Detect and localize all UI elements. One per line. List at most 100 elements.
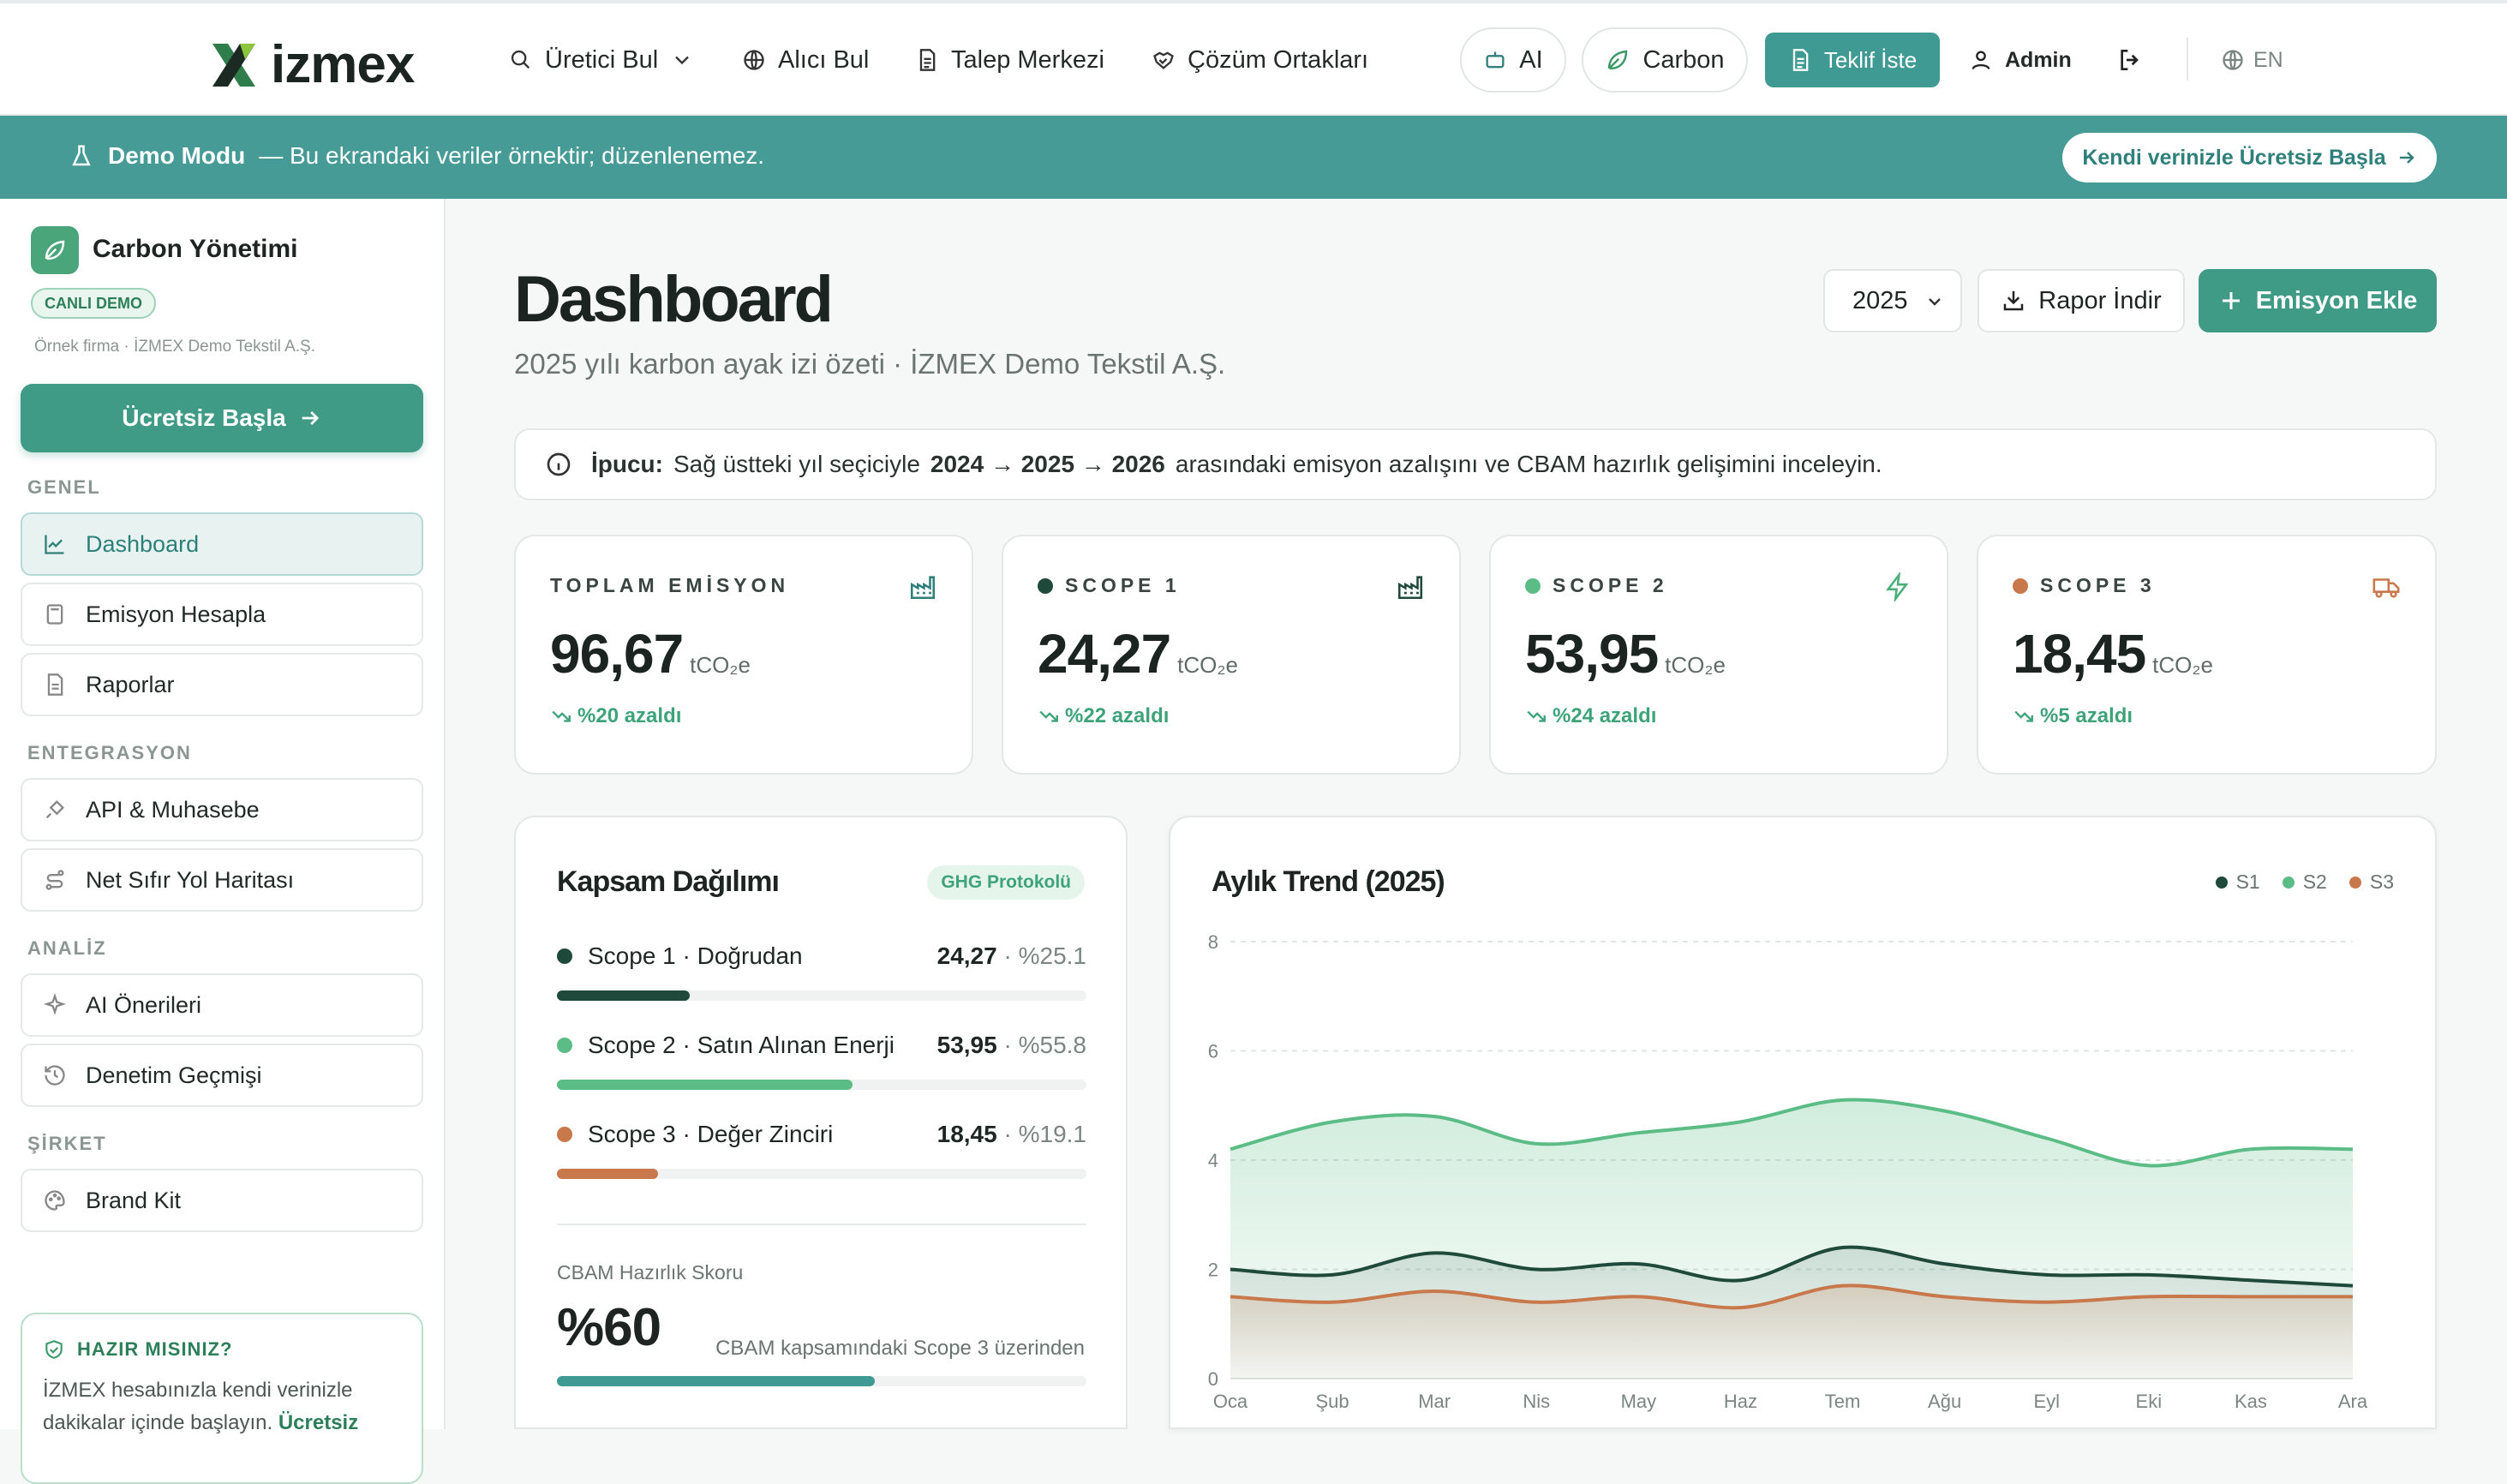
flask-icon — [72, 145, 91, 166]
trend-down-icon — [1039, 710, 1058, 722]
x-tick-label: Oca — [1213, 1391, 1248, 1412]
trend-down-icon — [2014, 710, 2033, 722]
izmex-logo-icon — [212, 43, 255, 87]
live-demo-badge: CANLI DEMO — [31, 288, 156, 319]
x-tick-label: Eyl — [2033, 1391, 2060, 1412]
sidebar: Carbon Yönetimi CANLI DEMO Örnek firma ·… — [0, 199, 446, 1484]
nav-alici-bul[interactable]: Alıcı Bul — [742, 39, 869, 81]
carbon-label: Carbon — [1642, 45, 1725, 74]
scope-distribution-card: Kapsam Dağılımı GHG Protokolü Scope 1 · … — [514, 816, 1128, 1429]
y-tick-label: 4 — [1208, 1150, 1218, 1171]
kpi-card-total: TOPLAM EMİSYON 96,67 tCO₂e %20 azaldı — [514, 535, 973, 775]
sidebar-item-net-sifir[interactable]: Net Sıfır Yol Haritası — [21, 848, 423, 912]
add-emission-button[interactable]: Emisyon Ekle — [2199, 269, 2437, 332]
x-tick-label: May — [1621, 1391, 1657, 1412]
year-value: 2025 — [1852, 286, 1908, 314]
sidebar-item-raporlar[interactable]: Raporlar — [21, 653, 423, 716]
sidebar-item-brand-kit[interactable]: Brand Kit — [21, 1169, 423, 1232]
nav-divider — [2187, 38, 2188, 81]
user-label: Admin — [2005, 47, 2072, 72]
carbon-button[interactable]: Carbon — [1582, 27, 1748, 93]
page-subtitle: 2025 yılı karbon ayak izi özeti · İZMEX … — [514, 348, 1226, 380]
scope3-dot — [557, 1127, 572, 1142]
kpi-value: 18,45 — [2013, 623, 2146, 685]
y-tick-label: 6 — [1208, 1041, 1218, 1062]
sidebar-item-ai-onerileri[interactable]: AI Önerileri — [21, 973, 423, 1037]
tip-text-a: Sağ üstteki yıl seçiciyle — [673, 451, 920, 477]
report-download-button[interactable]: Rapor İndir — [1977, 269, 2185, 332]
scope-row-2: Scope 2 · Satın Alınan Enerji 53,95 · %5… — [557, 1028, 1086, 1062]
quote-button[interactable]: Teklif İste — [1765, 33, 1940, 87]
kpi-delta: %24 azaldı — [1525, 704, 1656, 728]
scope-card-title: Kapsam Dağılımı — [557, 865, 780, 898]
x-tick-label: Nis — [1523, 1391, 1550, 1412]
document-icon — [919, 49, 936, 71]
kpi-label-text: SCOPE 2 — [1553, 574, 1668, 596]
sidebar-item-emisyon-hesapla[interactable]: Emisyon Hesapla — [21, 583, 423, 646]
tip-text-b: arasındaki emisyon azalışını ve CBAM haz… — [1175, 451, 1882, 477]
kpi-label-text: SCOPE 3 — [2040, 574, 2156, 596]
download-icon — [2004, 290, 2024, 311]
brand-name: izmex — [271, 35, 415, 94]
kpi-card-scope1: SCOPE 1 24,27 tCO₂e %22 azaldı — [1002, 535, 1461, 775]
demo-start-button[interactable]: Kendi verinizle Ücretsiz Başla — [2062, 133, 2437, 183]
lightning-icon — [1886, 572, 1909, 601]
language-label: EN — [2253, 47, 2283, 72]
globe-icon — [2223, 50, 2243, 70]
tip-box: İpucu: Sağ üstteki yıl seçiciyle 2024 → … — [514, 428, 2437, 500]
kpi-delta-text: %5 azaldı — [2040, 704, 2133, 727]
scope-row-1: Scope 1 · Doğrudan 24,27 · %25.1 — [557, 939, 1086, 973]
nav-uretici-bul[interactable]: Üretici Bul — [509, 39, 694, 81]
kpi-value-block: 18,45 tCO₂e — [2013, 622, 2213, 685]
section-analiz: ANALİZ — [27, 937, 107, 959]
section-sirket: ŞİRKET — [27, 1133, 107, 1154]
section-entegrasyon: ENTEGRASYON — [27, 742, 192, 763]
kpi-delta: %20 azaldı — [550, 704, 681, 728]
sidebar-item-denetim-gecmisi[interactable]: Denetim Geçmişi — [21, 1044, 423, 1107]
user-menu[interactable]: Admin — [1969, 39, 2072, 81]
tip-years: 2024 → 2025 → 2026 — [930, 451, 1165, 477]
x-tick-label: Eki — [2136, 1391, 2163, 1412]
robot-icon — [1486, 51, 1505, 69]
demo-message: — Bu ekrandaki veriler örnektir; düzenle… — [259, 142, 765, 169]
promo-card: HAZIR MISINIZ? İZMEX hesabınızla kendi v… — [21, 1313, 423, 1484]
demo-start-label: Kendi verinizle Ücretsiz Başla — [2082, 145, 2386, 170]
sidebar-item-label: Net Sıfır Yol Haritası — [86, 866, 295, 893]
nav-cozum-ortaklari[interactable]: Çözüm Ortakları — [1152, 39, 1368, 81]
sidebar-item-label: Raporlar — [86, 671, 175, 697]
route-icon — [45, 870, 64, 890]
add-emission-label: Emisyon Ekle — [2255, 286, 2418, 314]
scope-row-pct: %55.8 — [1018, 1032, 1086, 1058]
scope3-bar-track — [557, 1169, 1086, 1179]
top-navigation: izmex Üretici Bul Alıcı Bul Talep Merkez… — [0, 0, 2507, 116]
scope-row-value: 53,95 · %55.8 — [936, 1032, 1086, 1058]
scope-row-amount: 24,27 — [936, 942, 997, 969]
scope-row-label: Scope 3 · Değer Zinciri — [588, 1121, 834, 1147]
promo-link[interactable]: Ücretsiz — [278, 1411, 359, 1434]
leaf-icon — [45, 240, 65, 260]
scope1-bar-fill — [557, 990, 691, 1001]
sidebar-item-api-muhasebe[interactable]: API & Muhasebe — [21, 778, 423, 841]
legend-item-s3: S3 — [2348, 871, 2394, 894]
year-select[interactable]: 2025 — [1823, 269, 1962, 332]
nav-talep-merkezi[interactable]: Talep Merkezi — [915, 39, 1104, 81]
sidebar-item-dashboard[interactable]: Dashboard — [21, 512, 423, 576]
kpi-delta: %22 azaldı — [1038, 704, 1169, 728]
language-switch[interactable]: EN — [2221, 39, 2283, 81]
legend-label: S3 — [2369, 871, 2394, 893]
brand-logo[interactable]: izmex — [209, 34, 415, 95]
cbam-note: CBAM kapsamındaki Scope 3 üzerinden — [715, 1337, 1085, 1360]
free-start-button[interactable]: Ücretsiz Başla — [21, 384, 423, 452]
scope-row-pct: %25.1 — [1018, 942, 1086, 969]
scope2-bar-fill — [557, 1080, 853, 1090]
scope-row-pct: %19.1 — [1018, 1121, 1086, 1147]
x-tick-label: Mar — [1418, 1391, 1451, 1412]
logout-button[interactable] — [2116, 39, 2144, 81]
scope-row-amount: 18,45 — [936, 1121, 997, 1147]
ai-button[interactable]: AI — [1460, 27, 1566, 93]
cbam-label: CBAM Hazırlık Skoru — [557, 1261, 744, 1284]
user-icon — [1971, 51, 1990, 70]
area-s3 — [1230, 1285, 2353, 1379]
globe-icon — [744, 50, 764, 70]
kpi-delta-text: %22 azaldı — [1065, 704, 1170, 727]
